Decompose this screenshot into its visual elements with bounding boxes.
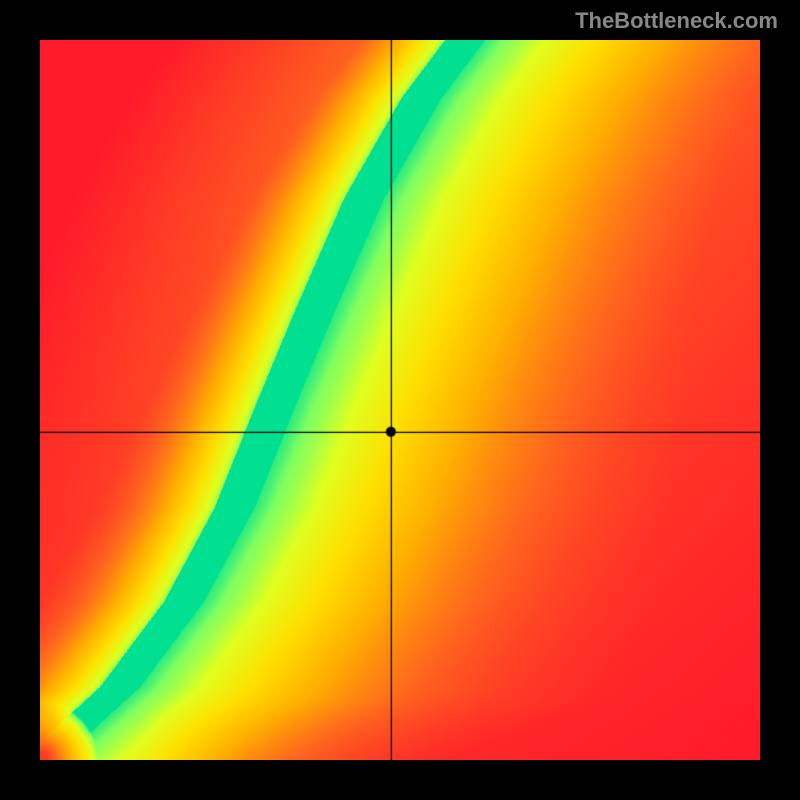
chart-container: TheBottleneck.com: [0, 0, 800, 800]
heatmap-plot: [40, 40, 760, 760]
watermark-text: TheBottleneck.com: [575, 8, 778, 34]
heatmap-canvas: [40, 40, 760, 760]
